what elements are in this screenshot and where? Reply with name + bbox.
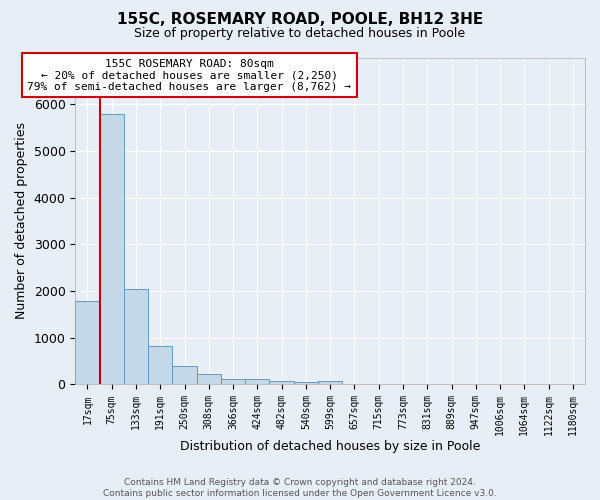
- Bar: [318, 382, 342, 384]
- Text: Contains HM Land Registry data © Crown copyright and database right 2024.
Contai: Contains HM Land Registry data © Crown c…: [103, 478, 497, 498]
- Text: Size of property relative to detached houses in Poole: Size of property relative to detached ho…: [134, 28, 466, 40]
- Text: 155C, ROSEMARY ROAD, POOLE, BH12 3HE: 155C, ROSEMARY ROAD, POOLE, BH12 3HE: [117, 12, 483, 28]
- Bar: [294, 382, 318, 384]
- Bar: [221, 379, 245, 384]
- Y-axis label: Number of detached properties: Number of detached properties: [15, 122, 28, 320]
- Bar: [148, 346, 172, 385]
- Bar: [124, 288, 148, 384]
- Bar: [75, 302, 100, 384]
- Bar: [245, 380, 269, 384]
- X-axis label: Distribution of detached houses by size in Poole: Distribution of detached houses by size …: [180, 440, 481, 452]
- Bar: [100, 114, 124, 384]
- Bar: [269, 381, 294, 384]
- Bar: [197, 374, 221, 384]
- Bar: [172, 366, 197, 384]
- Text: 155C ROSEMARY ROAD: 80sqm
← 20% of detached houses are smaller (2,250)
79% of se: 155C ROSEMARY ROAD: 80sqm ← 20% of detac…: [28, 58, 352, 92]
